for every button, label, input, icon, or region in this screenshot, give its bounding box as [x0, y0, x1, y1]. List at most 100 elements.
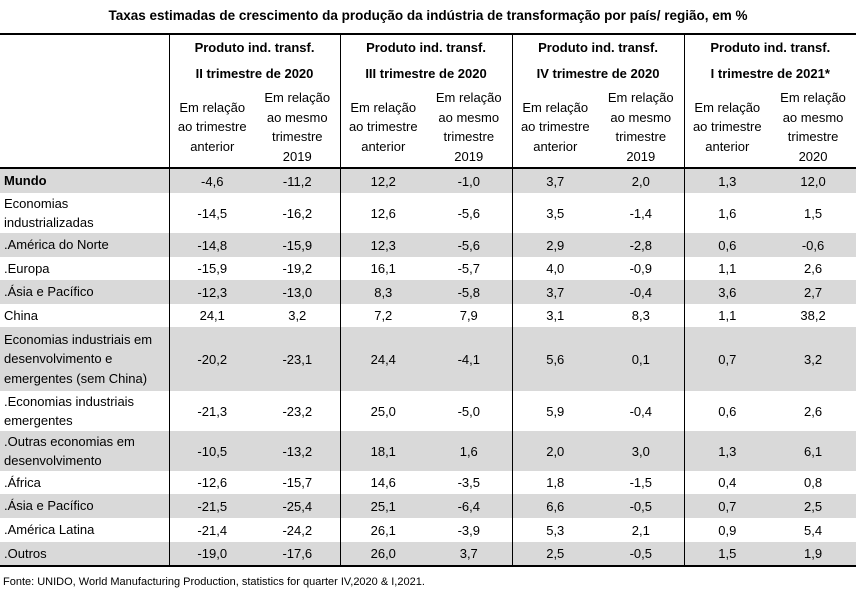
subheader-line: anterior	[705, 138, 750, 154]
value-cell: -21,5	[169, 494, 255, 518]
subheader-line: ao trimestre	[177, 119, 247, 135]
value-cell: -12,6	[197, 475, 228, 490]
subheader-prev-quarter: Em relação ao trimestre anterior	[684, 87, 771, 169]
period-header: Produto ind. transf. IV trimestre de 2020	[512, 33, 685, 87]
value-cell: 3,7	[512, 280, 599, 304]
row-label-line: .Outras economias em	[4, 434, 135, 449]
row-label-line: Economias industriais em	[4, 331, 153, 347]
subheader-same-quarter: Em relação ao mesmo trimestre 2019	[426, 87, 513, 169]
row-label-line: industrializadas	[4, 215, 94, 230]
row-label-line: desenvolvimento e	[4, 351, 113, 367]
value-cell: 0,8	[804, 475, 823, 490]
value-cell: -23,1	[255, 327, 341, 391]
row-label: .América Latina	[0, 518, 170, 542]
table-row: Economias industrializadas -14,5 -16,2 12,6 -…	[0, 193, 856, 233]
period-header: Produto ind. transf. III trimestre de 202…	[340, 33, 513, 87]
subheader-line: Em relação	[264, 90, 331, 105]
subheader-line: trimestre	[615, 129, 667, 144]
value-cell: 0,6	[718, 403, 737, 419]
value-cell: 3,0	[598, 431, 685, 471]
row-label: Mundo	[0, 168, 170, 193]
row-label: China	[0, 304, 170, 327]
row-label-line: China	[4, 307, 38, 323]
value-cell: -0,4	[598, 391, 685, 431]
subheader-line: anterior	[361, 138, 406, 154]
value-cell: 8,3	[598, 304, 685, 327]
value-cell: -13,2	[255, 431, 341, 471]
value-cell: 12,3	[340, 233, 427, 257]
row-label: .África	[0, 471, 170, 494]
subheader-line: Em relação	[435, 90, 502, 105]
value-cell: -15,7	[255, 471, 341, 494]
value-cell: 8,3	[340, 280, 427, 304]
row-label: .Outros	[0, 542, 170, 567]
value-cell: 2,0	[512, 431, 599, 471]
value-cell: 0,7	[684, 494, 771, 518]
value-cell: 12,0	[770, 168, 856, 193]
table-row: China 24,1 3,2 7,2 7,9 3,1 8,3 1,1 38,2	[0, 304, 856, 327]
value-cell: -19,0	[169, 542, 255, 567]
row-label-line: emergentes (sem China)	[4, 370, 148, 386]
row-label-line: .Outros	[4, 545, 47, 561]
value-cell: 7,9	[426, 304, 513, 327]
subheader-row: Em relação ao trimestre anterior Em relaçã…	[0, 87, 856, 169]
value-cell: -5,7	[426, 257, 513, 280]
value-cell: 16,1	[370, 261, 396, 276]
value-cell: 26,0	[340, 542, 427, 567]
period-header-row: Produto ind. transf. II trimestre de 2020…	[0, 33, 856, 87]
value-cell: 3,1	[546, 308, 565, 323]
subheader-line: ao trimestre	[520, 119, 590, 135]
value-cell: 14,6	[370, 475, 396, 490]
row-label: .América do Norte	[0, 233, 170, 257]
value-cell: -14,8	[169, 233, 255, 257]
period-header-line2: I trimestre de 2021*	[710, 66, 830, 81]
row-label-line: .África	[4, 474, 41, 490]
table-row: Mundo -4,6 -11,2 12,2 -1,0 3,7 2,0 1,3 12,0	[0, 168, 856, 193]
value-cell: 3,5	[546, 205, 565, 221]
period-header-line2: II trimestre de 2020	[195, 66, 314, 81]
table-row: .Ásia e Pacífico -21,5 -25,4 25,1 -6,4 6,6 -0,…	[0, 494, 856, 518]
value-cell: -10,5	[169, 431, 255, 471]
subheader-same-quarter: Em relação ao mesmo trimestre 2019	[598, 87, 685, 169]
row-label-line: .Ásia e Pacífico	[4, 498, 94, 513]
row-label-line: .América do Norte	[4, 237, 109, 252]
subheader-same-quarter: Em relação ao mesmo trimestre 2019	[255, 87, 341, 169]
subheader-prev-quarter: Em relação ao trimestre anterior	[340, 87, 427, 169]
value-cell: -0,5	[598, 542, 685, 567]
subheader-line: Em relação	[780, 90, 846, 105]
period-header-line1: Produto ind. transf.	[194, 40, 315, 55]
value-cell: -15,9	[255, 233, 341, 257]
row-label-line: desenvolvimento	[4, 453, 102, 468]
value-cell: -16,2	[255, 193, 341, 233]
period-header-line2: IV trimestre de 2020	[536, 66, 660, 81]
value-cell: 2,6	[804, 261, 823, 276]
value-cell: -4,6	[169, 168, 255, 193]
row-label: .Ásia e Pacífico	[0, 280, 170, 304]
value-cell: 1,9	[770, 542, 856, 567]
period-header: Produto ind. transf. II trimestre de 2020	[169, 33, 341, 87]
value-cell: 3,2	[255, 304, 341, 327]
subheader-line: Em relação	[607, 90, 674, 105]
row-label-line: .América Latina	[4, 522, 95, 537]
period-header-line2: III trimestre de 2020	[365, 66, 487, 81]
row-label: .Outras economias em desenvolvimento	[0, 431, 170, 471]
table-row: .América Latina -21,4 -24,2 26,1 -3,9 5,3 2,1 0…	[0, 518, 856, 542]
value-cell: 24,4	[340, 327, 427, 391]
subheader-prev-quarter: Em relação ao trimestre anterior	[512, 87, 599, 169]
subheader-line: 2020	[798, 148, 828, 164]
value-cell: 3,7	[426, 542, 513, 567]
value-cell: 12,6	[370, 205, 396, 221]
value-cell: 25,0	[370, 403, 396, 419]
value-cell: -24,2	[255, 518, 341, 542]
value-cell: -1,0	[426, 168, 513, 193]
value-cell: 0,9	[718, 522, 737, 538]
subheader-line: ao mesmo	[266, 109, 328, 125]
value-cell: 4,0	[546, 261, 565, 276]
row-label: Economias industrializadas	[0, 193, 170, 233]
table-body: Produto ind. transf. II trimestre de 2020…	[0, 33, 856, 567]
period-header-line1: Produto ind. transf.	[710, 40, 831, 55]
value-cell: 0,1	[598, 327, 685, 391]
row-label-line: .Ásia e Pacífico	[4, 284, 94, 299]
value-cell: 3,6	[684, 280, 771, 304]
